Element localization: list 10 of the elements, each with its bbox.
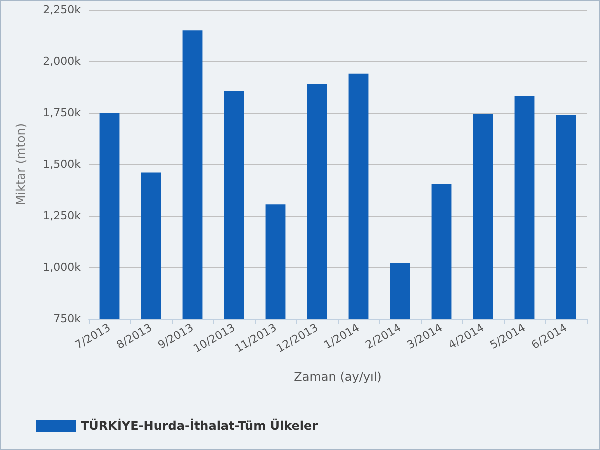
y-tick-label: 750k: [54, 312, 82, 326]
y-tick-label: 1,750k: [43, 106, 82, 120]
legend-label: TÜRKİYE-Hurda-İthalat-Tüm Ülkeler: [81, 418, 318, 433]
y-tick-label: 2,250k: [43, 4, 82, 16]
x-axis-title: Zaman (ay/yıl): [294, 370, 382, 384]
y-tick-label: 1,250k: [43, 210, 82, 222]
y-tick-label: 2,000k: [43, 55, 82, 68]
y-tick-label: 1,000k: [43, 261, 82, 274]
y-axis-title: Miktar (mton): [14, 123, 28, 206]
y-tick-label: 1,500k: [43, 158, 82, 171]
